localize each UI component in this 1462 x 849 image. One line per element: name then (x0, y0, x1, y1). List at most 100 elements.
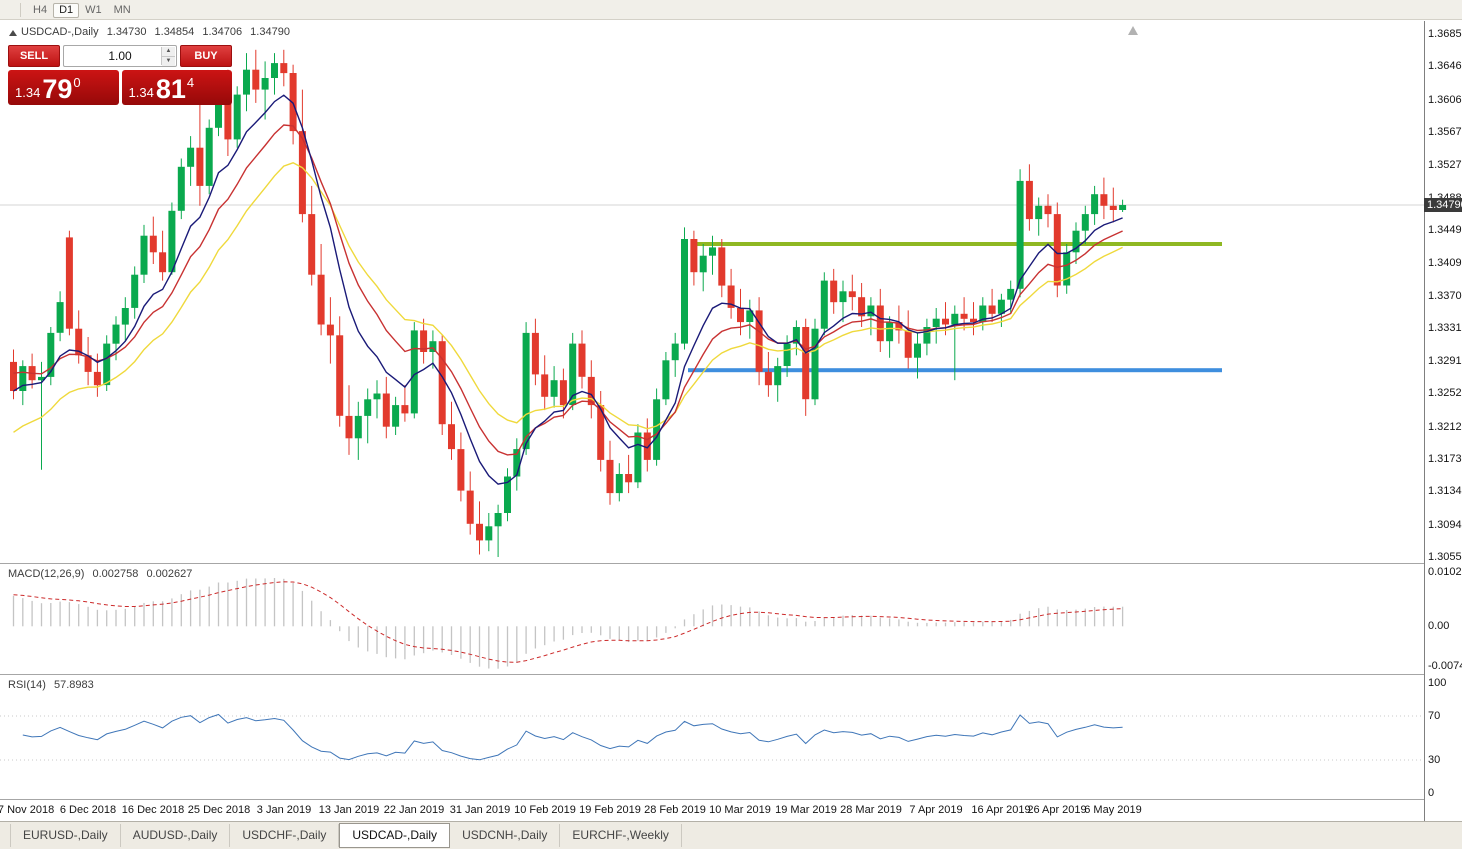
price-chart-pane[interactable] (0, 21, 1424, 563)
chart-tab-audusd-daily[interactable]: AUDUSD-,Daily (121, 824, 231, 847)
date-label: 6 Dec 2018 (59, 804, 117, 816)
rsi-pane[interactable] (0, 675, 1424, 799)
buy-price-tile[interactable]: 1.34 81 4 (121, 70, 232, 105)
pane-divider[interactable] (0, 674, 1462, 675)
rsi-value: 57.8983 (53, 679, 94, 691)
date-label: 22 Jan 2019 (383, 804, 445, 816)
price-axis-label: 1.32120 (1428, 420, 1462, 433)
one-click-trading-panel: SELL 1.00 ▲ ▼ BUY 1.34 79 0 1.34 81 4 (8, 45, 232, 105)
chart-tab-usdcnh-daily[interactable]: USDCNH-,Daily (450, 824, 561, 847)
price-axis-label: 1.36460 (1428, 60, 1462, 73)
volume-up-icon[interactable]: ▲ (162, 47, 175, 56)
pane-divider (0, 799, 1462, 800)
macd-pane[interactable] (0, 564, 1424, 674)
macd-main-value: 0.002758 (92, 568, 139, 580)
date-label: 26 Apr 2019 (1027, 804, 1087, 816)
date-label: 28 Mar 2019 (840, 804, 902, 816)
buy-price-big: 81 (155, 74, 186, 105)
sell-button[interactable]: SELL (8, 45, 60, 67)
date-label: 16 Apr 2019 (971, 804, 1031, 816)
chart-tab-usdcad-daily[interactable]: USDCAD-,Daily (339, 823, 451, 848)
macd-axis-label: 0.00 (1428, 620, 1450, 633)
date-label: 28 Feb 2019 (644, 804, 706, 816)
macd-indicator-label: MACD(12,26,9) 0.002758 0.002627 (8, 568, 197, 580)
chart-tab-eurchf-weekly[interactable]: EURCHF-,Weekly (560, 824, 682, 847)
rsi-axis-label: 100 (1428, 677, 1447, 689)
chart-window: USDCAD-,Daily 1.34730 1.34854 1.34706 1.… (0, 21, 1462, 821)
date-label: 19 Mar 2019 (775, 804, 837, 816)
pane-divider[interactable] (0, 563, 1462, 564)
chart-tab-bar: EURUSD-,Daily AUDUSD-,Daily USDCHF-,Daily U… (0, 821, 1462, 849)
price-axis-label: 1.36850 (1428, 28, 1462, 40)
sell-price-tile[interactable]: 1.34 79 0 (8, 70, 119, 105)
timeframe-buttons: H4 D1 W1 MN (27, 0, 137, 20)
price-axis[interactable] (1424, 21, 1462, 821)
macd-axis-label: 0.0102295 (1428, 566, 1462, 578)
price-axis-label: 1.35670 (1428, 125, 1462, 138)
price-axis-label: 1.36060 (1428, 93, 1462, 106)
timeframe-button-mn[interactable]: MN (113, 3, 131, 16)
ohlc-close: 1.34790 (250, 26, 290, 38)
symbol-info-line: USDCAD-,Daily 1.34730 1.34854 1.34706 1.… (21, 26, 295, 38)
date-label: 13 Jan 2019 (318, 804, 380, 816)
ohlc-low: 1.34706 (202, 26, 243, 38)
price-axis-label: 1.32520 (1428, 387, 1462, 400)
price-axis-label: 1.31730 (1428, 453, 1462, 466)
macd-name: MACD(12,26,9) (8, 568, 85, 580)
rsi-axis-label: 30 (1428, 754, 1441, 766)
price-axis-label: 1.35270 (1428, 159, 1462, 172)
timeframe-button-h4[interactable]: H4 (33, 3, 48, 16)
collapse-trade-panel-icon[interactable] (9, 30, 17, 36)
date-label: 16 Dec 2018 (121, 804, 185, 816)
date-label: 27 Nov 2018 (0, 804, 55, 816)
volume-down-icon[interactable]: ▼ (162, 56, 175, 66)
ma-fast-blue (13, 94, 1123, 485)
price-axis-label: 1.33700 (1428, 289, 1462, 302)
volume-value: 1.00 (108, 49, 132, 63)
rsi-indicator-label: RSI(14) 57.8983 (8, 679, 99, 691)
chart-tab-usdchf-daily[interactable]: USDCHF-,Daily (230, 824, 340, 847)
date-label: 25 Dec 2018 (187, 804, 251, 816)
toolbar-grip (20, 3, 21, 17)
date-label: 10 Feb 2019 (514, 804, 576, 816)
date-label: 7 Apr 2019 (909, 804, 963, 816)
date-label: 6 May 2019 (1084, 804, 1142, 816)
macd-signal-value: 0.002627 (146, 568, 193, 580)
chart-shift-marker-icon[interactable] (1128, 26, 1138, 35)
price-axis-label: 1.34490 (1428, 223, 1462, 236)
ohlc-high: 1.34854 (154, 26, 195, 38)
sell-price-prefix: 1.34 (15, 85, 41, 100)
price-axis-label: 1.31340 (1428, 485, 1462, 498)
rsi-axis-label: 70 (1428, 710, 1441, 722)
price-axis-label: 1.33310 (1428, 321, 1462, 334)
date-label: 10 Mar 2019 (709, 804, 771, 816)
symbol-name: USDCAD-,Daily (21, 26, 99, 38)
timeframe-button-d1[interactable]: D1 (53, 2, 80, 18)
date-label: 31 Jan 2019 (449, 804, 511, 816)
rsi-name: RSI(14) (8, 679, 46, 691)
timeframe-button-w1[interactable]: W1 (85, 3, 102, 16)
sell-price-sup: 0 (73, 75, 81, 90)
date-label: 3 Jan 2019 (256, 804, 312, 816)
price-axis-label: 1.30940 (1428, 518, 1462, 531)
current-price-badge: 1.34790 (1424, 198, 1462, 212)
volume-spinner[interactable]: ▲ ▼ (161, 47, 175, 66)
volume-input[interactable]: 1.00 ▲ ▼ (63, 45, 177, 67)
date-label: 19 Feb 2019 (579, 804, 641, 816)
chart-tab-eurusd-daily[interactable]: EURUSD-,Daily (10, 824, 121, 847)
price-axis-label: 1.34090 (1428, 257, 1462, 270)
rsi-line (22, 713, 1123, 761)
rsi-axis-label: 0 (1428, 787, 1435, 799)
timeframe-toolbar: H4 D1 W1 MN (0, 0, 1462, 20)
buy-price-sup: 4 (186, 75, 195, 90)
sell-price-big: 79 (42, 74, 73, 105)
macd-axis-label: -0.0074745 (1428, 660, 1462, 672)
buy-button[interactable]: BUY (180, 45, 232, 67)
ohlc-open: 1.34730 (106, 26, 147, 38)
buy-price-prefix: 1.34 (128, 85, 154, 100)
macd-signal-line (13, 581, 1123, 663)
price-axis-label: 1.32910 (1428, 355, 1462, 368)
resistance-line[interactable] (692, 242, 1222, 246)
